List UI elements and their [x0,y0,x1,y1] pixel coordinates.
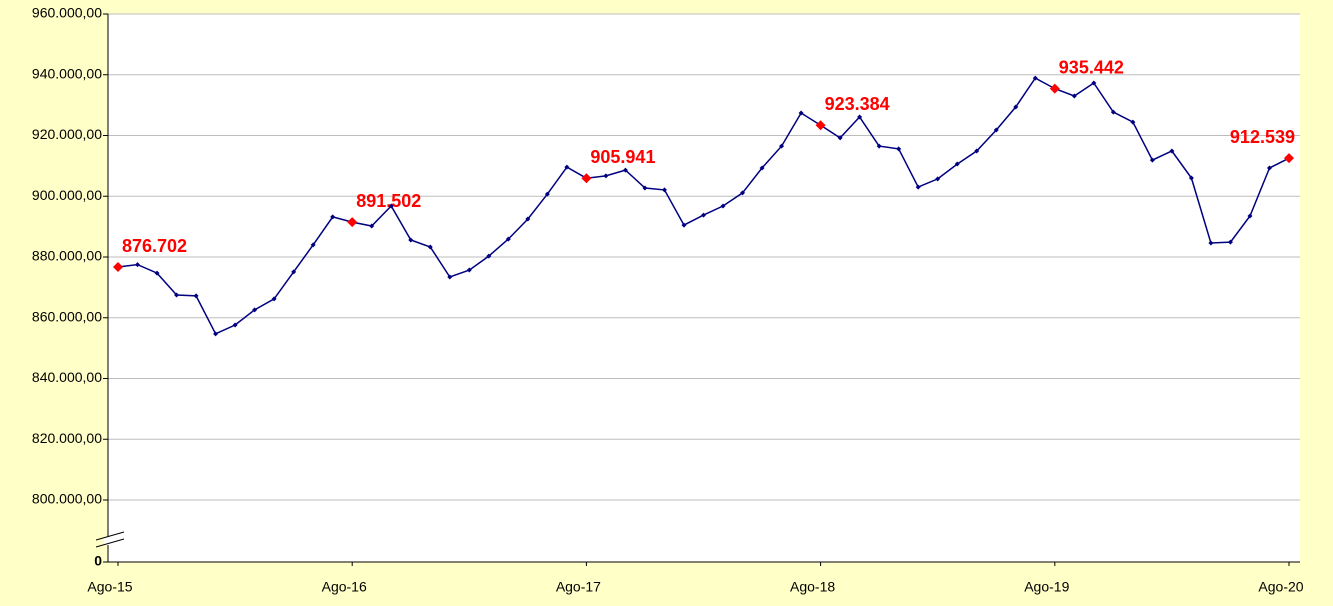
data-label: 905.941 [590,147,655,167]
marker [408,237,414,243]
marker [915,184,921,190]
x-tick-label: Ago-15 [87,579,132,595]
marker [1247,213,1253,219]
marker [935,176,941,182]
marker [544,191,550,197]
x-tick-label: Ago-19 [1024,579,1069,595]
marker [1130,119,1136,125]
marker [701,212,706,218]
marker [1227,239,1233,245]
plot-area [108,14,1300,562]
y-tick-label: 960.000,00 [32,5,102,21]
marker [1013,104,1019,110]
marker [310,242,316,248]
marker [1091,80,1097,86]
marker [1169,148,1175,154]
marker [154,270,160,276]
x-tick-label: Ago-17 [556,579,601,595]
marker [232,322,238,328]
marker [525,216,531,222]
marker [466,267,472,273]
x-tick-label: Ago-16 [322,579,367,595]
marker [993,127,999,133]
y-tick-label: 820.000,00 [32,430,102,446]
marker [954,161,960,167]
highlight-marker [815,120,826,131]
data-label: 923.384 [825,94,890,114]
marker [1032,75,1038,81]
marker [661,187,667,193]
axis-break [95,538,125,548]
x-tick-label: Ago-20 [1258,579,1303,595]
marker [291,269,297,275]
marker [1188,175,1194,181]
data-label: 891.502 [356,191,421,211]
marker [837,135,843,141]
marker [779,143,785,149]
marker [622,167,628,173]
marker [603,173,609,179]
marker [135,262,141,268]
marker [564,164,570,170]
marker [388,203,394,209]
marker [271,296,277,302]
marker [174,292,180,298]
y-tick-label: 900.000,00 [32,187,102,203]
y-tick-label: 940.000,00 [32,65,102,81]
x-tick-label: Ago-18 [790,579,835,595]
y-tick-label: 800.000,00 [32,491,102,507]
highlight-marker [581,173,592,184]
data-label: 935.442 [1059,57,1124,77]
marker [857,114,863,120]
highlight-marker [1049,83,1060,94]
marker [798,110,804,116]
marker [720,203,726,209]
marker [974,148,980,154]
axis-break [95,531,125,541]
marker [642,185,648,191]
marker [876,143,882,149]
marker [427,244,433,250]
marker [1110,109,1116,115]
marker [1266,165,1272,171]
y-tick-label: 0 [94,553,102,569]
marker [740,190,746,196]
marker [193,293,199,299]
marker [1149,157,1155,163]
marker [486,253,492,259]
marker [1071,93,1077,99]
highlight-marker [1284,153,1294,164]
y-tick-label: 920.000,00 [32,126,102,142]
marker [252,307,258,313]
marker [213,331,219,337]
marker [447,274,453,280]
y-tick-label: 860.000,00 [32,308,102,324]
marker [505,236,511,242]
highlight-marker [113,262,123,273]
data-label: 912.539 [1230,127,1295,147]
marker [330,214,336,220]
marker [1208,240,1214,246]
data-label: 876.702 [122,236,187,256]
marker [896,146,902,152]
marker [681,222,687,228]
y-tick-label: 840.000,00 [32,369,102,385]
marker [759,165,765,171]
marker [369,223,375,229]
y-tick-label: 880.000,00 [32,248,102,264]
axis-break-gap [104,537,112,545]
highlight-marker [347,217,358,228]
